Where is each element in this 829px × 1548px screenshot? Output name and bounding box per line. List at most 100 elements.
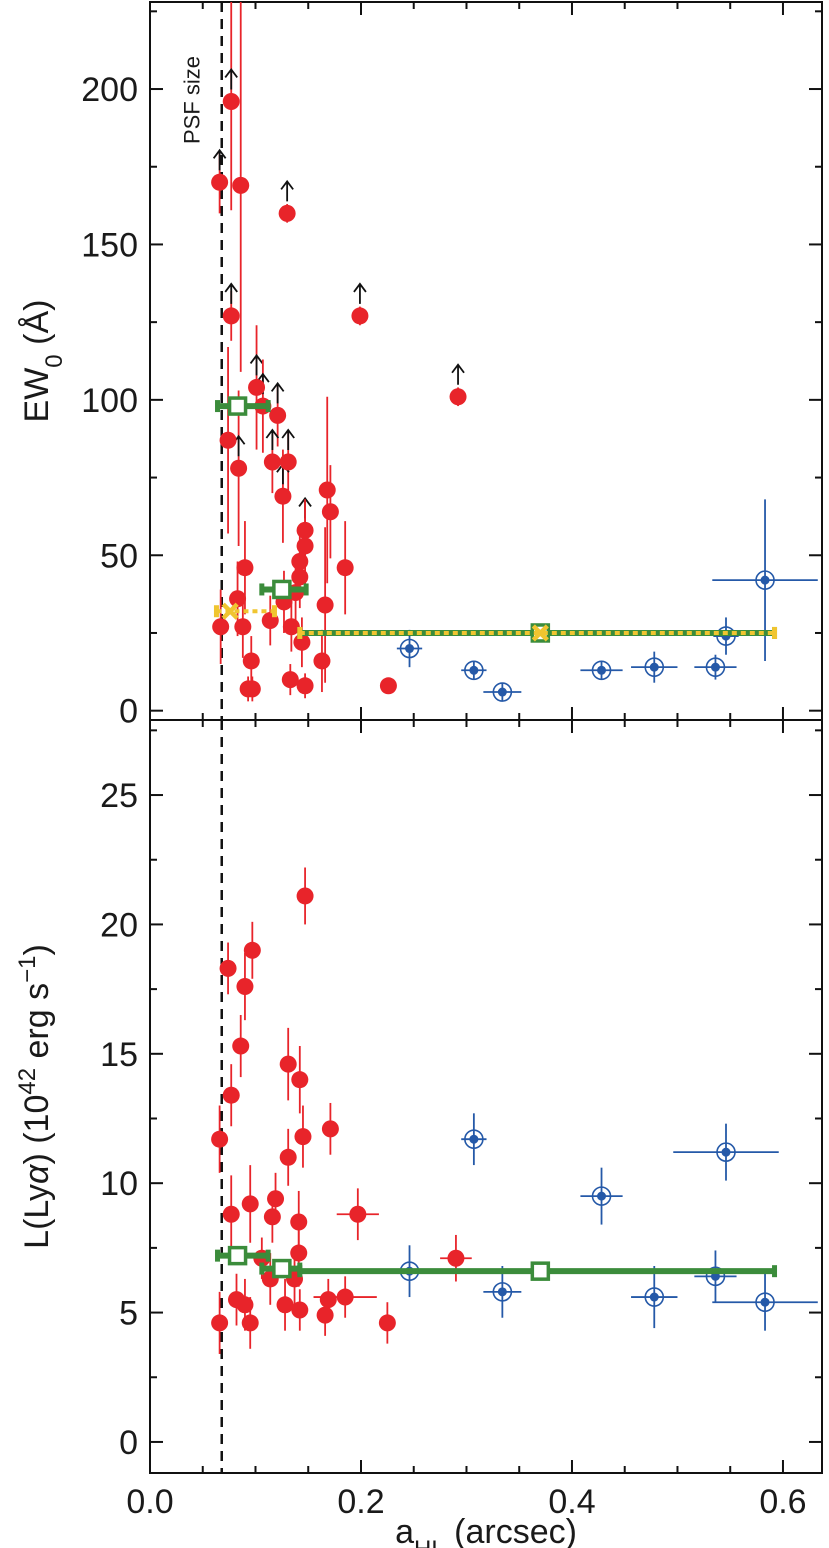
point [316, 596, 334, 614]
point [291, 1071, 309, 1089]
lower-limit-arrow [249, 353, 264, 376]
point [316, 1306, 334, 1324]
label-part: 42 [14, 1068, 41, 1095]
point [469, 1134, 479, 1144]
label-part: a [395, 1513, 414, 1548]
point [222, 1086, 240, 1104]
point [721, 1147, 731, 1157]
point [649, 1292, 659, 1302]
median-x [221, 602, 239, 620]
label-part: −1 [14, 956, 41, 983]
point [236, 1296, 254, 1314]
point [469, 665, 479, 675]
y-tick-label: 100 [81, 382, 138, 420]
lower-limit-arrow [224, 67, 238, 90]
point-ring [591, 1186, 612, 1206]
point-ring [644, 657, 665, 677]
point-ring [716, 1142, 736, 1162]
point [351, 307, 369, 325]
point-ring [492, 1282, 513, 1302]
lower-limit-arrow [280, 179, 294, 202]
x-tick-label: 0.2 [337, 1483, 384, 1521]
point [232, 1037, 250, 1055]
lower-limit-arrow [265, 428, 280, 451]
lower-limit-arrow [270, 381, 285, 404]
point [229, 590, 247, 608]
label-part: (Å) [18, 300, 56, 355]
point [234, 618, 252, 636]
point [236, 559, 254, 577]
point-ring [705, 657, 726, 677]
median-square [272, 579, 292, 600]
label-part: L(Ly [18, 1184, 56, 1249]
point [294, 1128, 312, 1146]
point [290, 1244, 308, 1262]
label-part: EW [18, 368, 56, 423]
x-tick-label: 0.4 [548, 1483, 595, 1521]
median-square [272, 1258, 292, 1279]
point [269, 406, 287, 424]
point [336, 1288, 354, 1306]
point [321, 1120, 339, 1138]
point-ring [464, 1129, 484, 1149]
point [760, 1297, 770, 1307]
point-ring [591, 660, 612, 681]
point [263, 1208, 281, 1226]
label-part: α [18, 1163, 56, 1184]
point [760, 575, 770, 585]
point [232, 176, 250, 194]
point [279, 1148, 297, 1166]
y-tick-label: 150 [81, 226, 138, 264]
point-ring [755, 1292, 775, 1313]
point [219, 959, 237, 977]
point [319, 1291, 337, 1309]
point [296, 677, 314, 695]
point [497, 1287, 507, 1297]
point [236, 978, 254, 996]
point [449, 388, 467, 406]
point [291, 552, 309, 570]
point [290, 1213, 308, 1231]
point [212, 618, 230, 636]
x-tick-label: 0.0 [126, 1483, 173, 1521]
median-x [531, 624, 549, 642]
y-tick-label: 50 [100, 537, 138, 575]
point [378, 1314, 396, 1332]
y-tick-label: 20 [100, 906, 138, 944]
median-square [227, 396, 248, 416]
lower-limit-arrow [224, 282, 238, 304]
psf-label: PSF size [180, 56, 205, 144]
lower-limit-arrow [212, 148, 227, 171]
plot-frame [149, 1, 823, 721]
point [379, 677, 397, 695]
point [211, 173, 229, 191]
x-tick-label: 0.6 [759, 1483, 806, 1521]
point [230, 459, 248, 477]
point [318, 481, 336, 499]
point [282, 618, 300, 636]
point [336, 559, 354, 577]
point-ring [755, 570, 775, 590]
label-part: 0 [41, 354, 68, 367]
point [222, 307, 240, 325]
point [291, 1301, 309, 1319]
point [276, 1296, 294, 1314]
point-ring [716, 626, 736, 646]
y-axis-label: EW0 (Å) [18, 300, 68, 423]
point [248, 378, 266, 396]
lower-limit-arrow [451, 363, 465, 385]
point-ring [464, 660, 484, 681]
median-square [530, 1261, 551, 1281]
y-tick-label: 200 [81, 71, 138, 109]
y-tick-label: 25 [100, 777, 138, 815]
point [241, 1314, 259, 1332]
point [241, 1195, 259, 1213]
y-tick-label: 0 [119, 693, 138, 731]
label-part: ) (10 [18, 1095, 56, 1165]
point [278, 204, 296, 222]
point [447, 1249, 465, 1267]
x-axis-label: aHL (arcsec) [395, 1513, 577, 1548]
point-ring [399, 638, 420, 659]
median-square [227, 1245, 248, 1266]
point-ring [705, 1266, 726, 1287]
